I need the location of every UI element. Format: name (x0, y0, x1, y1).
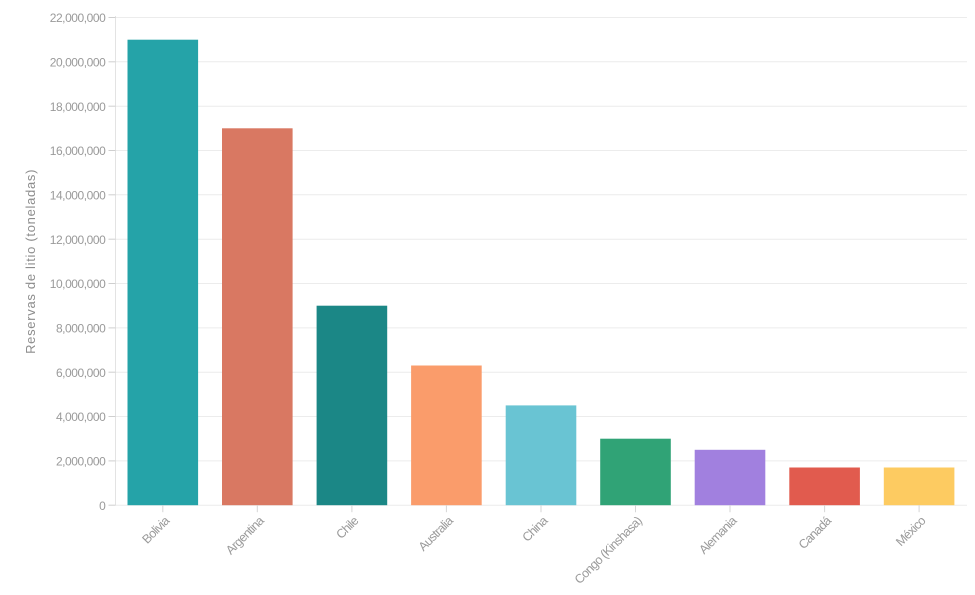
svg-text:20,000,000: 20,000,000 (50, 55, 106, 69)
svg-text:2,000,000: 2,000,000 (56, 455, 106, 469)
svg-text:6,000,000: 6,000,000 (56, 366, 106, 380)
svg-text:12,000,000: 12,000,000 (50, 233, 106, 247)
svg-text:22,000,000: 22,000,000 (50, 11, 106, 25)
svg-text:10,000,000: 10,000,000 (50, 277, 106, 291)
svg-text:Reservas de litio (toneladas): Reservas de litio (toneladas) (23, 169, 38, 354)
svg-text:16,000,000: 16,000,000 (50, 144, 106, 158)
svg-text:14,000,000: 14,000,000 (50, 188, 106, 202)
svg-text:4,000,000: 4,000,000 (56, 410, 106, 424)
svg-text:0: 0 (99, 499, 106, 513)
svg-text:18,000,000: 18,000,000 (50, 100, 106, 114)
svg-text:8,000,000: 8,000,000 (56, 322, 106, 336)
